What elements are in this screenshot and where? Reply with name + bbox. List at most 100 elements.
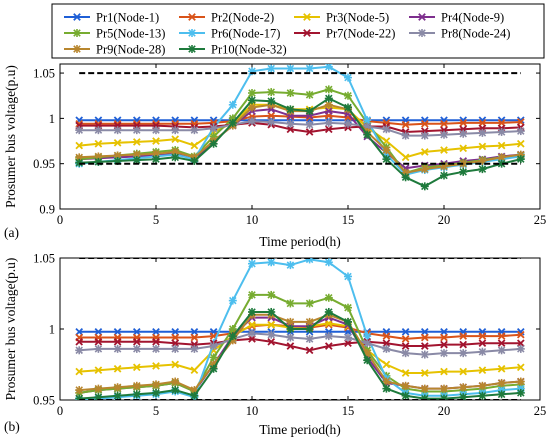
series-pr8-node-24-point: [516, 344, 525, 353]
series-pr2-node-2-point: [324, 320, 333, 329]
x-axis-label: Time period(h): [259, 234, 341, 249]
series-pr3-node-5-point: [152, 137, 160, 145]
series-pr3-node-5-point: [190, 141, 199, 150]
series-pr2-node-2-point: [516, 330, 525, 339]
series-pr5-node-13-point: [305, 299, 314, 308]
series-pr2-node-2-point: [382, 332, 391, 340]
series-pr8-node-24-point: [363, 339, 372, 348]
series-pr8-node-24-point: [286, 333, 295, 342]
series-pr3-node-5-point: [516, 139, 525, 148]
legend-entry-pr3-node-5-label: Pr3(Node-5): [326, 11, 389, 25]
series-pr3-node-5-point-stroke-2: [497, 364, 506, 373]
series-pr7-node-22-point-stroke-2: [132, 337, 141, 346]
series-pr10-node-32-point: [497, 390, 506, 399]
series-pr1-node-1-point-stroke-2: [420, 328, 429, 336]
series-pr2-node-2-point: [420, 333, 429, 342]
series-pr2-node-2-point: [459, 332, 468, 340]
series-pr10-node-32: [75, 94, 525, 191]
series-pr2-node-2-point-stroke-2: [420, 119, 429, 128]
series-pr10-node-32-point: [75, 394, 84, 400]
series-pr8-node-24-point: [132, 344, 141, 353]
series-pr5-node-13-point: [267, 290, 276, 299]
series-pr8-node-24-point: [248, 329, 256, 338]
series-pr3-node-5-point-stroke-2: [401, 369, 410, 377]
series-pr6-node-17-point: [286, 64, 295, 73]
series-pr8-node-24-point: [267, 118, 276, 126]
series-pr7-node-22-point-stroke-2: [286, 125, 295, 134]
series-pr8-node-24-point: [305, 334, 314, 343]
series-pr1-node-1-point: [171, 328, 180, 336]
series-pr3-node-5-point: [267, 320, 276, 329]
series-pr7-node-22-point-stroke-2: [267, 337, 276, 346]
series-pr7-node-22-point: [344, 339, 352, 348]
series-pr8-node-24-point: [497, 346, 506, 355]
legend-entry-pr1-node-1-label: Pr1(Node-1): [96, 11, 159, 25]
series-pr1-node-1-point-stroke-2: [190, 328, 199, 336]
series-pr8-node-24: [75, 329, 525, 359]
series-pr10-node-32-point: [363, 356, 372, 365]
series-pr3-node-5-point: [171, 360, 180, 369]
series-pr8-node-24-point: [113, 344, 122, 353]
series-pr5-node-13-point: [344, 303, 352, 312]
series-pr7-node-22-point-stroke-2: [75, 337, 84, 346]
series-pr9-node-28-point: [478, 381, 487, 390]
series-pr3-node-5-point-stroke-2: [401, 153, 410, 162]
series-pr7-node-22-point: [286, 342, 295, 350]
series-pr7-node-22-point-stroke-2: [113, 337, 122, 346]
series-pr7-node-22-point: [459, 340, 468, 349]
series-pr6-node-17-point: [363, 332, 372, 341]
legend-box: [51, 3, 545, 59]
series-pr1-node-1-point-stroke-2: [171, 328, 180, 336]
series-pr8-node-24-point: [420, 131, 429, 140]
series-pr8-node-24-point: [382, 344, 391, 353]
series-pr8-node-24-point: [286, 119, 295, 128]
series-pr7-node-22-point: [420, 342, 429, 350]
series-pr5-node-13-point: [286, 299, 295, 308]
series-pr6-node-17-point: [344, 272, 352, 281]
series-pr8-node-24-point: [248, 117, 256, 126]
series-pr5-node-13-point: [228, 325, 237, 333]
series-pr3-node-5-point: [516, 363, 525, 372]
series-pr8-node-24-point: [94, 126, 103, 135]
legend-entry-pr10-node-32: Pr10(Node-32): [179, 43, 287, 57]
series-pr3-node-5-point-stroke-2: [267, 320, 276, 329]
series-pr10-node-32-point: [324, 94, 333, 103]
series-pr2-node-2-line: [79, 114, 521, 126]
series-pr3-node-5-point: [171, 135, 180, 144]
series-pr2-node-2-point-stroke-2: [75, 119, 84, 128]
series-pr7-node-22-point: [324, 342, 333, 350]
series-pr7-node-22-point-stroke-2: [324, 342, 333, 350]
series-pr8-node-24-point: [478, 128, 487, 137]
series-pr10-node-32-point: [344, 317, 352, 326]
series-pr8-node-24: [75, 117, 525, 140]
series-pr1-node-1-point: [94, 328, 103, 336]
series-pr2-node-2-point: [267, 111, 276, 120]
series-pr10-node-32-point: [324, 307, 333, 316]
series-pr6-node-17-point: [305, 258, 314, 264]
series-pr10-node-32-point: [267, 307, 276, 316]
y-tick-label: 1: [49, 323, 55, 337]
series-pr3-node-5-point-stroke-2: [132, 138, 141, 146]
series-pr1-node-1-point-stroke-2: [132, 328, 141, 336]
series-pr10-node-32-point: [440, 171, 448, 180]
series-pr5-node-13-point: [305, 90, 314, 99]
series-pr6-node-17-point: [363, 116, 372, 125]
series-pr3-node-5-point: [497, 364, 506, 373]
series-pr8-node-24-point: [132, 126, 141, 135]
x-tick-label: 15: [342, 404, 355, 418]
series-pr7-node-22-point-stroke-2: [516, 339, 525, 348]
series-pr3-node-5-point-stroke-2: [497, 141, 506, 150]
series-pr10-node-32-point: [401, 173, 410, 182]
series-pr5-node-13-point: [286, 89, 295, 97]
x-tick-label: 0: [57, 213, 63, 227]
series-pr1-node-1-point-stroke-2: [152, 328, 160, 336]
series-pr2-node-2-point: [497, 332, 506, 340]
series-pr3-node-5-point-stroke-2: [113, 139, 122, 147]
series-pr8-node-24-point: [459, 129, 468, 138]
series-pr3-node-5-point: [152, 362, 160, 370]
series-pr10-node-32-point: [478, 165, 487, 174]
series-pr2-node-2-point-stroke-2: [209, 332, 218, 340]
series-pr10-node-32-point: [420, 394, 429, 400]
series-pr6-node-17-point: [228, 100, 237, 109]
series-pr5-node-13-point: [324, 293, 333, 302]
